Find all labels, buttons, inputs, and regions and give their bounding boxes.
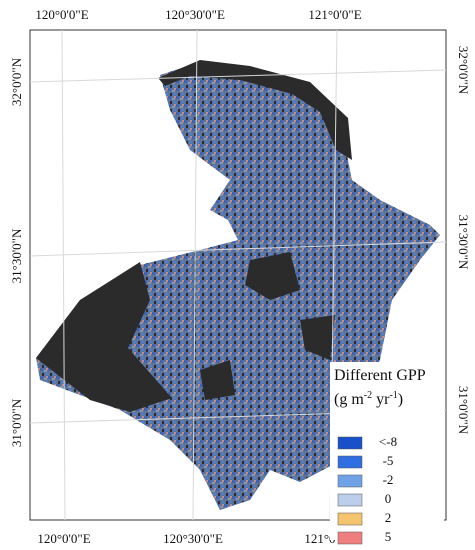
top-label: 121°0'0"E — [308, 7, 361, 22]
top-label: 120°30'0"E — [165, 7, 225, 22]
right-label: 32°0'0"N — [456, 46, 471, 95]
legend-title: Different GPP — [334, 367, 426, 384]
left-label: 31°30'0"N — [9, 228, 24, 283]
unit-part: yr — [372, 391, 390, 408]
legend-swatch — [337, 474, 363, 488]
legend-swatch — [337, 493, 363, 507]
legend-swatch — [337, 455, 363, 469]
unit-exp: -2 — [364, 390, 372, 401]
legend-label: <-8 — [379, 434, 397, 449]
legend: <-8 -5 -2 0 2 5 — [337, 434, 397, 545]
legend-label: 2 — [385, 510, 392, 525]
left-label: 32°0'0"N — [9, 57, 24, 106]
river — [158, 60, 352, 160]
bottom-label: 120°0'0"E — [37, 531, 90, 546]
legend-label: 0 — [385, 491, 392, 506]
right-label: 31°30'0"N — [456, 215, 471, 270]
legend-label: -2 — [383, 472, 394, 487]
legend-swatch — [337, 436, 363, 450]
top-label: 120°0'0"E — [35, 7, 88, 22]
legend-swatch — [337, 531, 363, 545]
bottom-label: 120°30'0"E — [163, 531, 223, 546]
legend-label: 5 — [385, 529, 392, 544]
legend-unit: (g m-2 yr-1) — [334, 390, 403, 408]
water-body — [200, 252, 335, 400]
right-label: 31°0'0"N — [456, 386, 471, 435]
legend-label: -5 — [383, 453, 394, 468]
unit-part: ) — [398, 391, 403, 408]
unit-part: (g m — [334, 391, 364, 408]
left-label: 31°0'0"N — [9, 398, 24, 447]
legend-swatch — [337, 512, 363, 526]
lake — [36, 262, 172, 412]
legend-box — [330, 362, 444, 540]
unit-exp: -1 — [389, 390, 397, 401]
